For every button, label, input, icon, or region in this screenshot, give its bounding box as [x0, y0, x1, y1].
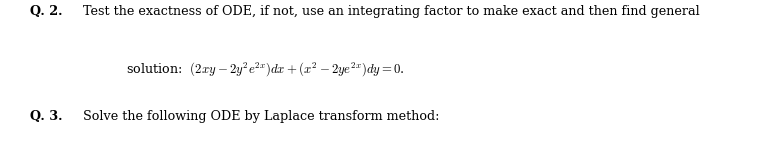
- Text: solution:  $(2xy-2y^2e^{2x})dx+(x^2-2ye^{2x})dy=0$.: solution: $(2xy-2y^2e^{2x})dx+(x^2-2ye^{…: [126, 60, 404, 78]
- Text: Q. 2.: Q. 2.: [30, 5, 63, 18]
- Text: Solve the following ODE by Laplace transform method:: Solve the following ODE by Laplace trans…: [75, 110, 439, 123]
- Text: Q. 3.: Q. 3.: [30, 110, 63, 123]
- Text: Test the exactness of ODE, if not, use an integrating factor to make exact and t: Test the exactness of ODE, if not, use a…: [75, 5, 699, 18]
